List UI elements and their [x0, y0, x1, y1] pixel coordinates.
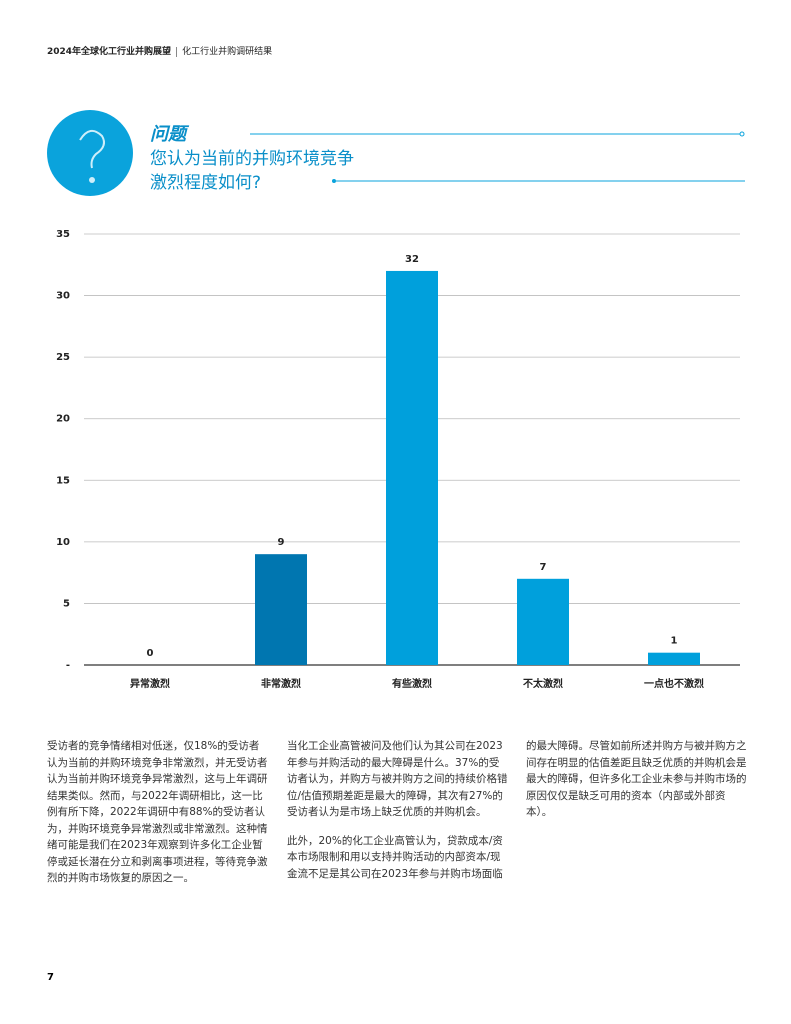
y-tick-label: 5: [63, 598, 70, 609]
question-label: 问题: [150, 124, 190, 145]
value-label: 0: [147, 648, 154, 659]
header-section: 化工行业并购调研结果: [182, 47, 273, 57]
icon-dot: [89, 177, 95, 183]
paragraph: 此外，20%的化工企业高管认为，贷款成本/资本市场限制和用以支持并购活动的内部资…: [287, 834, 503, 880]
page-number: 7: [47, 972, 54, 983]
x-tick-label: 非常激烈: [261, 677, 301, 690]
bar: [517, 578, 569, 665]
y-tick-label: -: [66, 660, 70, 671]
column: 的最大障碍。尽管如前所述并购方与被并购方之间存在明显的估值差距且缺乏优质的并购机…: [526, 738, 748, 833]
y-tick-label: 30: [56, 291, 70, 302]
x-tick-label: 有些激烈: [392, 677, 432, 690]
chart: 问题 您认为当前的并购环境竞争 激烈程度如何? -5101520253035异常…: [47, 110, 745, 690]
value-label: 1: [671, 636, 678, 647]
x-tick-label: 不太激烈: [523, 677, 563, 690]
header: 2024年全球化工行业并购展望 化工行业并购调研结果: [47, 44, 272, 57]
header-title: 2024年全球化工行业并购展望: [47, 47, 172, 57]
y-tick-label: 10: [56, 537, 70, 548]
paragraph: 当化工企业高管被问及他们认为其公司在2023年参与并购活动的最大障碍是什么。37…: [287, 740, 508, 818]
column: 当化工企业高管被问及他们认为其公司在2023年参与并购活动的最大障碍是什么。37…: [287, 738, 509, 894]
value-label: 32: [405, 254, 419, 265]
paragraph: 受访者的竞争情绪相对低迷，仅18%的受访者认为当前的并购环境竞争非常激烈，并无受…: [47, 740, 268, 884]
icon-mark: [79, 129, 105, 169]
bar: [648, 652, 700, 665]
x-tick-label: 异常激烈: [130, 677, 170, 690]
x-tick-label: 一点也不激烈: [644, 677, 704, 690]
separator: [176, 46, 178, 57]
rule-end: [739, 131, 745, 137]
y-tick-label: 35: [56, 229, 70, 240]
rule-start: [332, 179, 336, 183]
column: 受访者的竞争情绪相对低迷，仅18%的受访者认为当前的并购环境竞争非常激烈，并无受…: [47, 738, 269, 899]
bar: [386, 270, 438, 665]
value-label: 9: [278, 537, 285, 548]
icon: [47, 110, 133, 196]
y-tick-label: 25: [56, 352, 70, 363]
value-label: 7: [540, 562, 547, 573]
question-line: 您认为当前的并购环境竞争: [150, 149, 354, 169]
y-tick-label: 15: [56, 475, 70, 486]
question-line: 激烈程度如何?: [150, 173, 261, 193]
bar: [255, 554, 307, 665]
paragraph: 的最大障碍。尽管如前所述并购方与被并购方之间存在明显的估值差距且缺乏优质的并购机…: [526, 740, 747, 818]
y-tick-label: 20: [56, 414, 70, 425]
